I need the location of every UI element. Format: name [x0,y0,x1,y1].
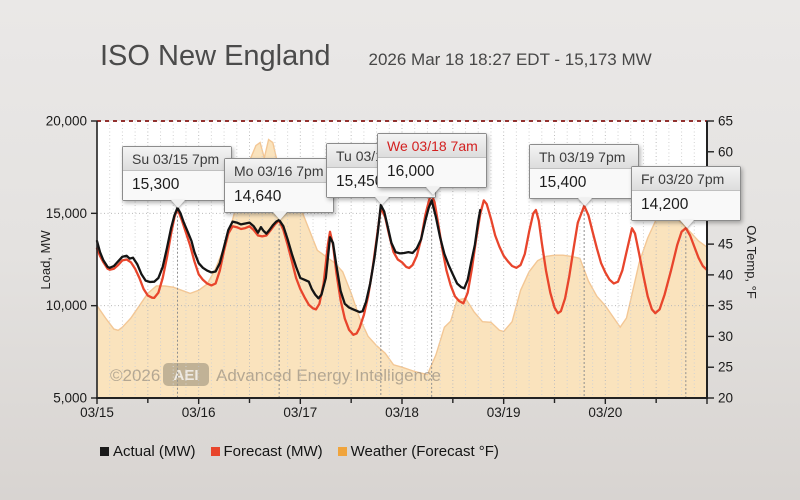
y-left-tick-label: 20,000 [46,114,87,129]
callout-title: Mo 03/16 7pm [225,159,333,183]
callout-fr[interactable]: Fr 03/20 7pm 14,200 [631,166,741,228]
x-tick-label: 03/15 [80,405,114,420]
x-tick-label: 03/19 [487,405,521,420]
callout-value: 15,400 [530,169,638,198]
page-title: ISO New England [100,40,331,72]
aei-badge-text: AEI [173,367,198,384]
y-right-axis-title: OA Temp, °F [744,225,759,299]
y-right-tick-label: 35 [718,298,733,313]
chart-header: ISO New England 2026 Mar 18 18:27 EDT - … [100,40,652,73]
legend-label: Weather (Forecast °F) [350,443,499,460]
series-lines [95,193,709,336]
aei-badge [163,363,209,386]
legend-swatch [337,447,347,456]
y-left-tick-label: 10,000 [46,298,87,313]
callout-value: 14,200 [632,191,740,220]
callout-title: Fr 03/20 7pm [632,167,740,191]
y-right-tick-label: 45 [718,237,733,252]
callout-title: Su 03/15 7pm [123,147,231,171]
y-right-tick-label: 40 [718,267,733,282]
callout-droplines [176,182,687,398]
callout-pointer [578,198,592,206]
y-right-tick-label: 20 [718,391,733,406]
callout-title: Th 03/19 7pm [530,145,638,169]
callout-pointer [171,200,185,208]
callout-mo[interactable]: Mo 03/16 7pm 14,640 [224,158,334,220]
weather-area-edge [96,138,708,376]
callout-value: 16,000 [378,158,486,187]
y-right-tick-label: 60 [718,144,733,159]
callout-we[interactable]: We 03/18 7am 16,000 [377,133,487,195]
watermark-text: Advanced Energy Intelligence [216,366,441,385]
legend-item-weather[interactable]: Weather (Forecast °F) [337,443,499,460]
legend-swatch [100,447,109,456]
watermark: ©2026 AEI Advanced Energy Intelligence [110,363,441,386]
x-tick-label: 03/17 [283,405,317,420]
y-right-tick-label: 30 [718,329,733,344]
callout-pointer [680,220,694,228]
legend-label: Forecast (MW) [223,443,323,460]
legend-item-actual[interactable]: Actual (MW) [100,443,196,460]
watermark-copyright: ©2026 [110,366,160,385]
legend-swatch [210,447,220,456]
legend-item-forecast[interactable]: Forecast (MW) [210,443,323,460]
callout-pointer [426,187,440,195]
callout-pointer [273,212,287,220]
legend-label: Actual (MW) [113,443,196,460]
y-right-tick-label: 25 [718,360,733,375]
callout-su[interactable]: Su 03/15 7pm 15,300 [122,146,232,208]
x-tick-label: 03/18 [385,405,419,420]
y-left-tick-label: 15,000 [46,206,87,221]
callout-title: We 03/18 7am [378,134,486,158]
y-left-tick-label: 5,000 [53,391,87,406]
current-datetime-load: 2026 Mar 18 18:27 EDT - 15,173 MW [368,50,652,69]
y-right-tick-label: 65 [718,114,733,129]
forecast-series-line [95,193,709,336]
callout-value: 15,300 [123,171,231,200]
callout-pointer [375,197,389,205]
chart-legend: Actual (MW) Forecast (MW) Weather (Forecas… [100,443,499,460]
x-tick-label: 03/20 [588,405,622,420]
axis-ticks-and-labels: 20,00015,00010,0005,00065605550454035302… [46,114,733,421]
actual-series-line [95,199,482,314]
x-tick-label: 03/16 [182,405,216,420]
callout-value: 14,640 [225,183,333,212]
y-left-axis-title: Load, MW [38,230,53,290]
callout-th[interactable]: Th 03/19 7pm 15,400 [529,144,639,206]
